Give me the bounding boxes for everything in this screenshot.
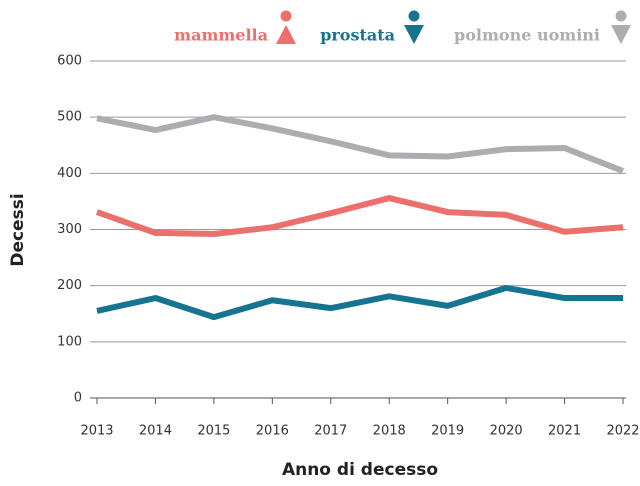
y-tick-label: 600 bbox=[57, 54, 82, 69]
legend-icon bbox=[280, 10, 292, 22]
y-tick-label: 500 bbox=[57, 110, 82, 125]
x-tick-label: 2018 bbox=[373, 424, 406, 439]
legend-label: prostata bbox=[320, 26, 395, 45]
y-tick-label: 300 bbox=[57, 222, 82, 237]
y-tick-label: 400 bbox=[57, 166, 82, 181]
x-tick-label: 2013 bbox=[80, 424, 113, 439]
x-tick-label: 2014 bbox=[139, 424, 172, 439]
x-tick-label: 2021 bbox=[548, 424, 581, 439]
legend-icon bbox=[404, 25, 424, 44]
legend-icon bbox=[615, 10, 627, 22]
x-axis-title: Anno di decesso bbox=[282, 460, 438, 480]
y-tick-label: 0 bbox=[74, 391, 82, 406]
x-tick-label: 2017 bbox=[314, 424, 347, 439]
series-line bbox=[96, 114, 625, 174]
x-tick-label: 2015 bbox=[197, 424, 230, 439]
legend-icon bbox=[408, 10, 420, 22]
y-tick-label: 100 bbox=[57, 334, 82, 349]
x-tick-label: 2022 bbox=[606, 424, 639, 439]
x-tick-label: 2016 bbox=[256, 424, 289, 439]
x-tick-label: 2020 bbox=[490, 424, 523, 439]
x-tick-label: 2019 bbox=[431, 424, 464, 439]
legend-label: polmone uomini bbox=[454, 26, 600, 45]
legend-icon bbox=[611, 25, 631, 44]
legend-label: mammella bbox=[174, 26, 268, 45]
y-tick-label: 200 bbox=[57, 278, 82, 293]
legend-icon bbox=[276, 25, 296, 44]
series-line bbox=[96, 284, 623, 321]
y-axis-title: Decessi bbox=[8, 193, 28, 266]
series-line bbox=[95, 195, 624, 237]
